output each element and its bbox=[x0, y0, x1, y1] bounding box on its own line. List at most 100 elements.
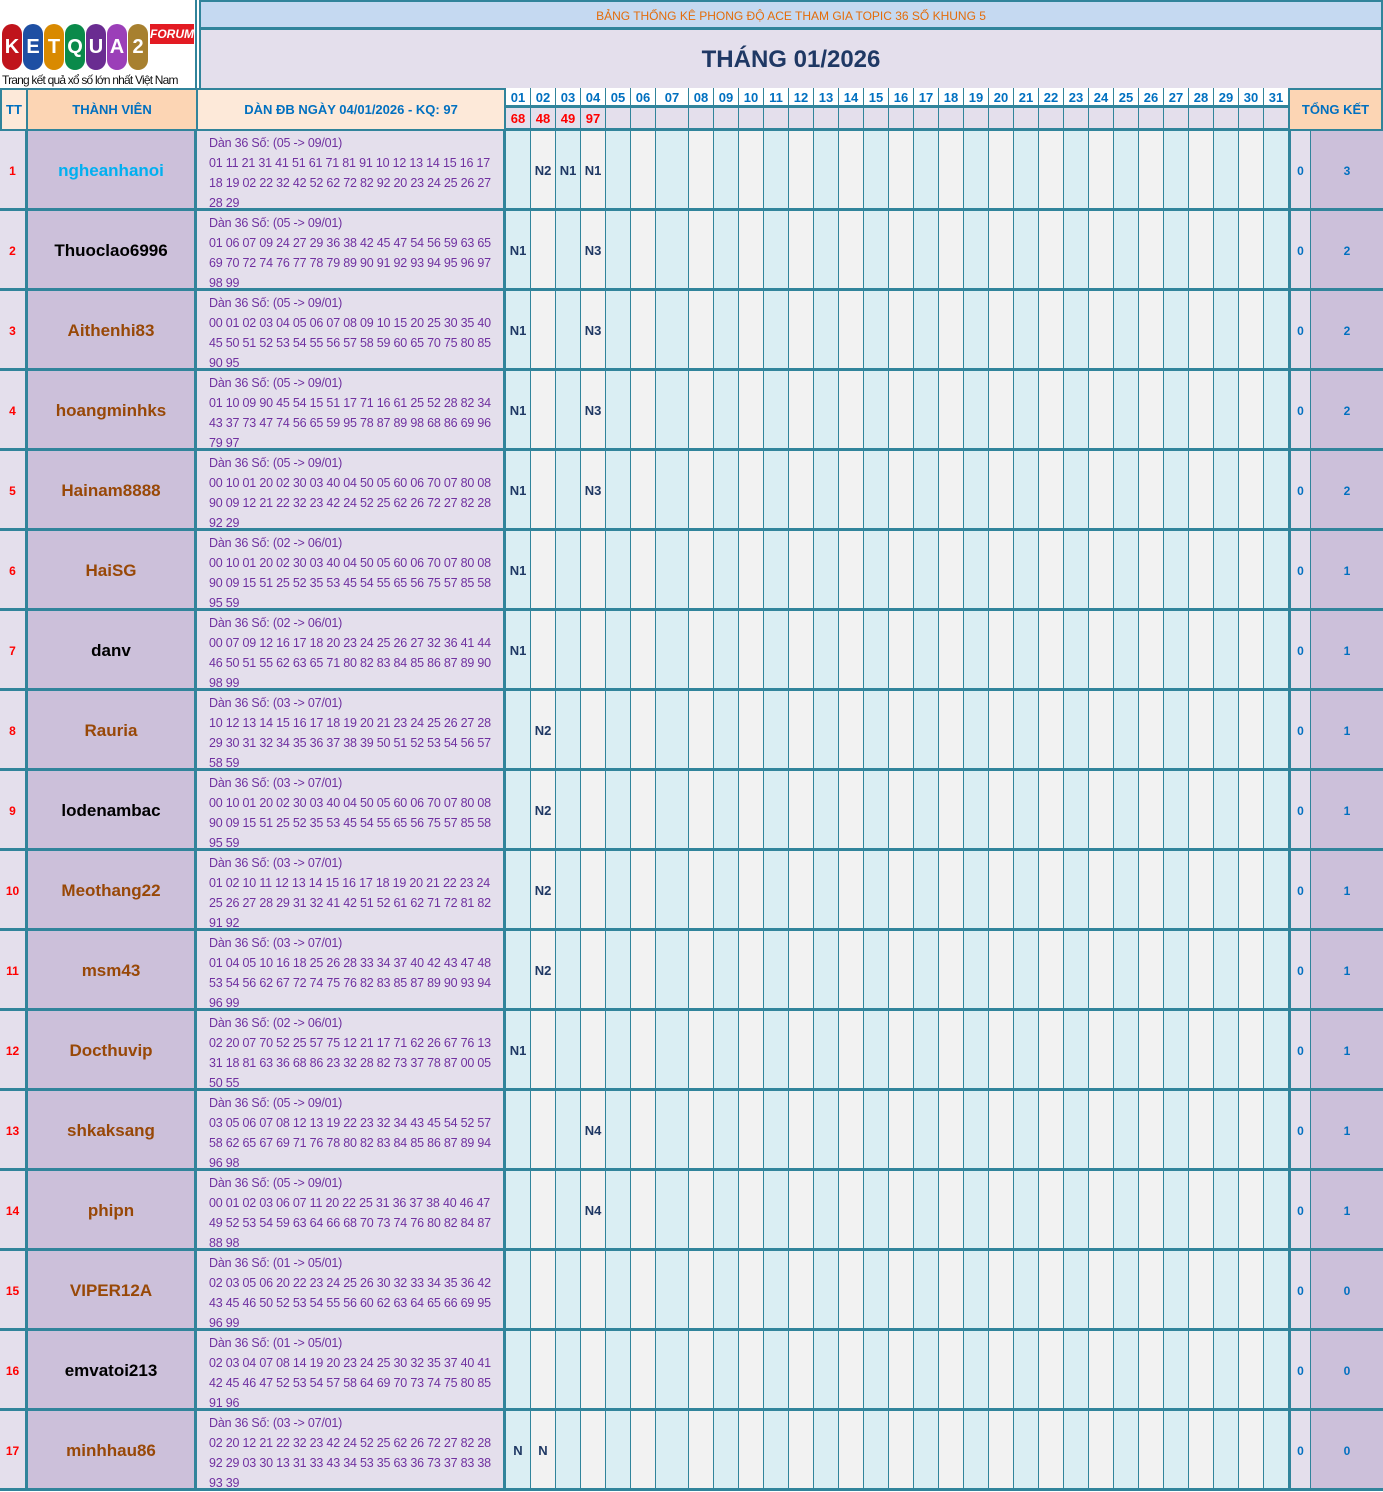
day-mark-cell[interactable] bbox=[1064, 131, 1089, 211]
day-mark-cell[interactable] bbox=[964, 1411, 989, 1491]
day-mark-cell[interactable] bbox=[1164, 1411, 1189, 1491]
day-mark-cell[interactable] bbox=[889, 1251, 914, 1331]
day-mark-cell[interactable] bbox=[1139, 771, 1164, 851]
day-mark-cell[interactable] bbox=[839, 851, 864, 931]
day-mark-cell[interactable] bbox=[1089, 291, 1114, 371]
day-mark-cell[interactable] bbox=[889, 131, 914, 211]
day-mark-cell[interactable] bbox=[764, 1091, 789, 1171]
day-mark-cell[interactable] bbox=[714, 1411, 739, 1491]
day-mark-cell[interactable] bbox=[1139, 131, 1164, 211]
day-mark-cell[interactable] bbox=[889, 691, 914, 771]
day-mark-cell[interactable] bbox=[889, 371, 914, 451]
day-mark-cell[interactable] bbox=[1064, 771, 1089, 851]
member-name[interactable]: minhhau86 bbox=[28, 1411, 197, 1491]
day-mark-cell[interactable] bbox=[814, 1171, 839, 1251]
day-mark-cell[interactable] bbox=[964, 211, 989, 291]
day-mark-cell[interactable] bbox=[689, 1251, 714, 1331]
day-mark-cell[interactable] bbox=[739, 1171, 764, 1251]
day-mark-cell[interactable] bbox=[506, 1331, 531, 1411]
day-mark-cell[interactable] bbox=[689, 1171, 714, 1251]
day-mark-cell[interactable] bbox=[964, 771, 989, 851]
day-mark-cell[interactable] bbox=[839, 931, 864, 1011]
day-mark-cell[interactable] bbox=[506, 691, 531, 771]
day-mark-cell[interactable]: N1 bbox=[506, 211, 531, 291]
day-mark-cell[interactable] bbox=[739, 1411, 764, 1491]
day-mark-cell[interactable] bbox=[506, 1091, 531, 1171]
day-mark-cell[interactable] bbox=[989, 611, 1014, 691]
day-mark-cell[interactable] bbox=[789, 931, 814, 1011]
day-mark-cell[interactable] bbox=[939, 691, 964, 771]
day-mark-cell[interactable] bbox=[1189, 851, 1214, 931]
day-mark-cell[interactable] bbox=[864, 1091, 889, 1171]
day-mark-cell[interactable] bbox=[714, 1331, 739, 1411]
day-mark-cell[interactable] bbox=[631, 131, 656, 211]
day-mark-cell[interactable] bbox=[1214, 691, 1239, 771]
day-mark-cell[interactable]: N bbox=[506, 1411, 531, 1491]
day-mark-cell[interactable] bbox=[939, 211, 964, 291]
day-mark-cell[interactable] bbox=[1164, 691, 1189, 771]
day-mark-cell[interactable] bbox=[631, 1091, 656, 1171]
day-mark-cell[interactable] bbox=[1039, 1091, 1064, 1171]
day-mark-cell[interactable] bbox=[1064, 1251, 1089, 1331]
day-mark-cell[interactable] bbox=[1264, 931, 1289, 1011]
day-mark-cell[interactable] bbox=[1264, 451, 1289, 531]
day-mark-cell[interactable] bbox=[1214, 291, 1239, 371]
day-mark-cell[interactable] bbox=[1214, 531, 1239, 611]
day-mark-cell[interactable] bbox=[789, 371, 814, 451]
day-mark-cell[interactable] bbox=[1189, 531, 1214, 611]
day-mark-cell[interactable] bbox=[1214, 1011, 1239, 1091]
day-mark-cell[interactable] bbox=[1064, 371, 1089, 451]
day-mark-cell[interactable] bbox=[631, 691, 656, 771]
day-mark-cell[interactable] bbox=[864, 771, 889, 851]
day-mark-cell[interactable] bbox=[1064, 211, 1089, 291]
day-mark-cell[interactable] bbox=[556, 691, 581, 771]
day-mark-cell[interactable] bbox=[606, 1331, 631, 1411]
day-mark-cell[interactable] bbox=[506, 851, 531, 931]
day-mark-cell[interactable] bbox=[1264, 1251, 1289, 1331]
day-mark-cell[interactable] bbox=[839, 1171, 864, 1251]
day-mark-cell[interactable] bbox=[889, 1331, 914, 1411]
day-mark-cell[interactable] bbox=[714, 531, 739, 611]
day-mark-cell[interactable] bbox=[1239, 1171, 1264, 1251]
day-mark-cell[interactable] bbox=[656, 291, 689, 371]
day-mark-cell[interactable] bbox=[1239, 691, 1264, 771]
day-mark-cell[interactable] bbox=[1039, 371, 1064, 451]
day-mark-cell[interactable] bbox=[1114, 451, 1139, 531]
day-mark-cell[interactable] bbox=[1264, 211, 1289, 291]
day-mark-cell[interactable] bbox=[1139, 931, 1164, 1011]
day-mark-cell[interactable] bbox=[1264, 851, 1289, 931]
day-mark-cell[interactable] bbox=[1114, 1011, 1139, 1091]
day-mark-cell[interactable] bbox=[839, 1091, 864, 1171]
day-mark-cell[interactable]: N3 bbox=[581, 291, 606, 371]
day-mark-cell[interactable] bbox=[1189, 1251, 1214, 1331]
day-mark-cell[interactable] bbox=[814, 531, 839, 611]
day-mark-cell[interactable] bbox=[1264, 691, 1289, 771]
day-mark-cell[interactable] bbox=[989, 1411, 1014, 1491]
day-mark-cell[interactable] bbox=[989, 371, 1014, 451]
day-mark-cell[interactable] bbox=[814, 931, 839, 1011]
day-mark-cell[interactable] bbox=[714, 771, 739, 851]
day-mark-cell[interactable] bbox=[1239, 1091, 1264, 1171]
day-mark-cell[interactable] bbox=[1214, 451, 1239, 531]
day-mark-cell[interactable] bbox=[889, 931, 914, 1011]
day-mark-cell[interactable] bbox=[631, 451, 656, 531]
day-mark-cell[interactable] bbox=[789, 451, 814, 531]
day-mark-cell[interactable] bbox=[689, 1411, 714, 1491]
day-mark-cell[interactable] bbox=[531, 1091, 556, 1171]
day-mark-cell[interactable] bbox=[656, 691, 689, 771]
day-mark-cell[interactable] bbox=[814, 451, 839, 531]
day-mark-cell[interactable] bbox=[1089, 771, 1114, 851]
day-mark-cell[interactable] bbox=[1014, 851, 1039, 931]
day-mark-cell[interactable] bbox=[1039, 771, 1064, 851]
day-mark-cell[interactable] bbox=[1189, 611, 1214, 691]
day-mark-cell[interactable] bbox=[864, 531, 889, 611]
day-mark-cell[interactable] bbox=[1214, 131, 1239, 211]
member-name[interactable]: Hainam8888 bbox=[28, 451, 197, 531]
day-mark-cell[interactable] bbox=[656, 531, 689, 611]
day-mark-cell[interactable] bbox=[739, 771, 764, 851]
day-mark-cell[interactable] bbox=[689, 131, 714, 211]
day-mark-cell[interactable] bbox=[606, 1091, 631, 1171]
day-mark-cell[interactable] bbox=[964, 1011, 989, 1091]
day-mark-cell[interactable] bbox=[1164, 1011, 1189, 1091]
day-mark-cell[interactable] bbox=[1089, 851, 1114, 931]
